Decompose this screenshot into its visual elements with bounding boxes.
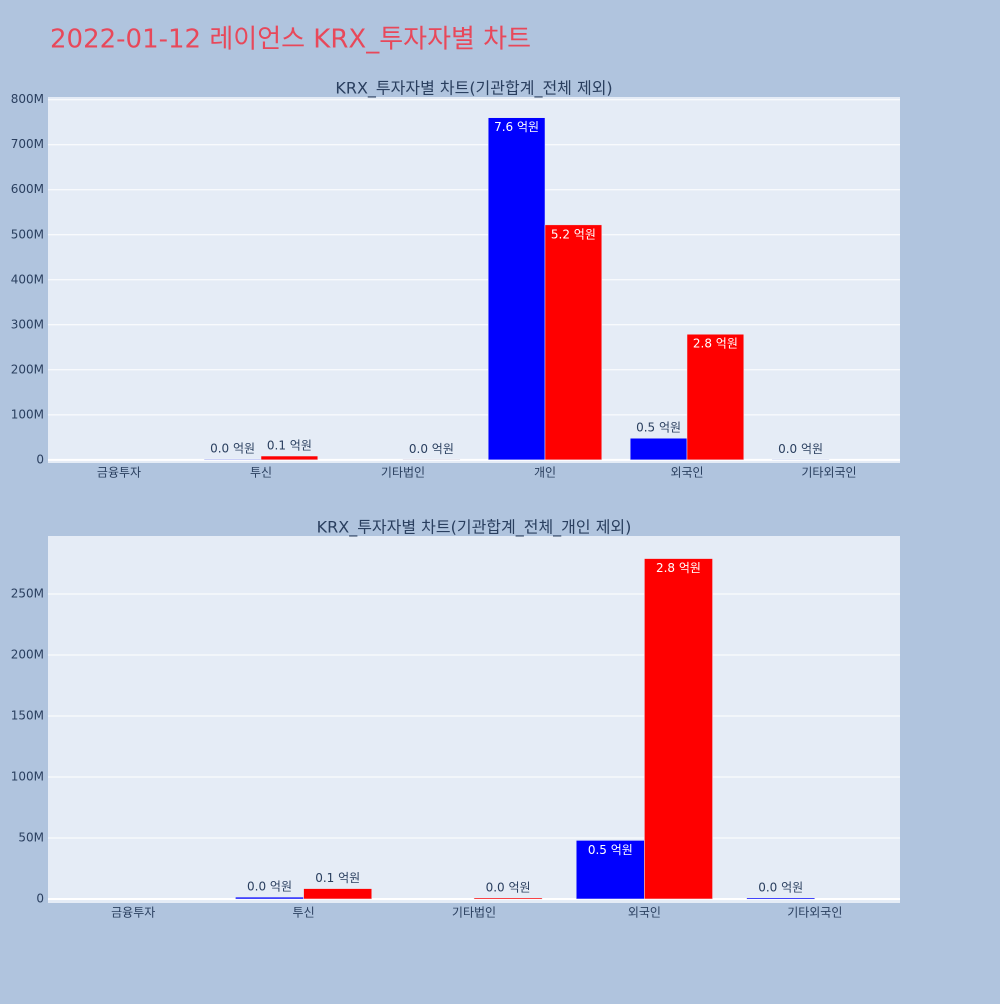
y-tick-label: 500M xyxy=(11,227,44,241)
value-label: 5.2 억원 xyxy=(551,227,596,241)
y-tick-label: 250M xyxy=(11,586,44,600)
y-tick-label: 50M xyxy=(18,830,44,844)
value-label: 0.0 억원 xyxy=(778,442,823,456)
y-tick-label: 150M xyxy=(11,708,44,722)
x-tick-label: 기타외국인 xyxy=(787,906,842,920)
y-tick-label: 100M xyxy=(11,769,44,783)
value-label: 0.1 억원 xyxy=(267,439,312,453)
value-label: 0.1 억원 xyxy=(315,871,360,885)
y-tick-label: 600M xyxy=(11,182,44,196)
x-tick-label: 외국인 xyxy=(628,906,661,920)
page-title: 2022-01-12 레이언스 KRX_투자자별 차트 xyxy=(50,25,531,55)
y-tick-label: 0 xyxy=(36,452,44,466)
bar xyxy=(488,118,545,460)
bar xyxy=(687,334,744,460)
bar xyxy=(235,897,303,899)
value-label: 0.5 억원 xyxy=(636,421,681,435)
y-tick-label: 800M xyxy=(11,92,44,106)
x-tick-label: 금융투자 xyxy=(97,466,141,480)
y-tick-label: 400M xyxy=(11,272,44,286)
bar xyxy=(644,559,712,899)
bar xyxy=(630,438,687,460)
bar xyxy=(204,459,261,460)
value-label: 0.0 억원 xyxy=(409,442,454,456)
bar xyxy=(474,898,542,899)
value-label: 0.0 억원 xyxy=(486,880,531,894)
value-label: 0.0 억원 xyxy=(247,880,292,894)
y-tick-label: 100M xyxy=(11,407,44,421)
y-tick-label: 200M xyxy=(11,647,44,661)
y-tick-label: 200M xyxy=(11,362,44,376)
y-tick-label: 700M xyxy=(11,137,44,151)
x-tick-label: 기타외국인 xyxy=(801,466,856,480)
value-label: 2.8 억원 xyxy=(693,337,738,351)
x-tick-label: 기타법인 xyxy=(452,906,496,920)
x-tick-label: 금융투자 xyxy=(111,906,155,920)
bar xyxy=(545,225,602,460)
x-tick-label: 투신 xyxy=(293,906,315,920)
value-label: 2.8 억원 xyxy=(656,561,701,575)
chart-title: KRX_투자자별 차트(기관합계_전체_개인 제외) xyxy=(317,518,632,538)
x-tick-label: 기타법인 xyxy=(381,466,425,480)
bar xyxy=(304,889,372,899)
value-label: 0.5 억원 xyxy=(588,843,633,857)
y-tick-label: 0 xyxy=(36,891,44,905)
value-label: 7.6 억원 xyxy=(494,120,539,134)
bar xyxy=(261,456,318,460)
bar xyxy=(747,898,815,899)
x-tick-label: 개인 xyxy=(534,466,556,480)
x-tick-label: 투신 xyxy=(250,466,272,480)
value-label: 0.0 억원 xyxy=(758,880,803,894)
plot-area xyxy=(48,536,900,903)
value-label: 0.0 억원 xyxy=(210,442,255,456)
chart-title: KRX_투자자별 차트(기관합계_전체 제외) xyxy=(335,79,612,99)
x-tick-label: 외국인 xyxy=(670,466,703,480)
y-tick-label: 300M xyxy=(11,317,44,331)
